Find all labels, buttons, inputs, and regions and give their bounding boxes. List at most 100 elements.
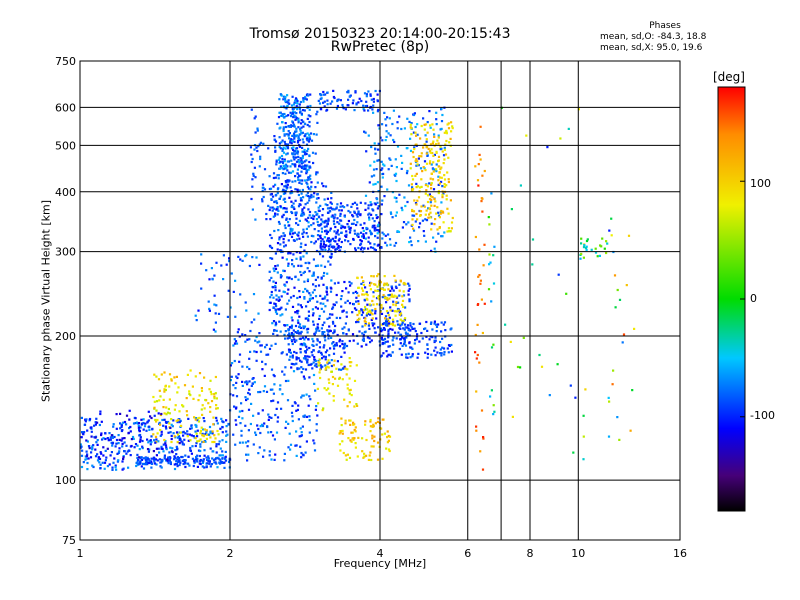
data-point [300,431,303,434]
data-point [298,203,301,206]
data-point [178,463,181,467]
data-point [389,211,392,214]
data-point [139,436,142,439]
data-point [364,131,367,134]
data-point [387,434,390,438]
data-point [295,362,298,365]
data-point [300,330,303,333]
data-point [269,296,272,299]
data-point [319,204,322,207]
data-point [356,221,359,224]
data-point [345,344,349,348]
data-point [375,214,378,217]
data-point [361,437,364,440]
data-point [376,93,379,96]
data-point [347,104,350,107]
data-point [283,158,286,161]
data-point [364,202,367,205]
data-point [314,360,317,363]
data-point [371,437,374,440]
data-point [475,357,478,360]
data-point [298,323,302,326]
data-point [328,381,331,384]
data-point [277,158,281,161]
data-point [303,153,307,156]
data-point [248,380,251,383]
data-point [258,165,261,168]
data-point [142,457,145,460]
data-point [273,269,276,273]
data-point [235,423,238,426]
data-point [143,425,147,428]
data-point [386,340,389,343]
data-point [323,336,326,339]
data-point [212,423,215,426]
data-point [376,201,379,204]
data-point [178,410,181,413]
data-point [320,366,323,369]
data-point [290,362,293,365]
data-point [215,419,218,422]
data-point [306,201,309,204]
data-point [330,359,333,362]
data-point [319,246,322,249]
data-point [288,218,291,221]
data-point [369,313,372,316]
data-point [172,419,175,422]
data-point [261,198,264,201]
data-point [439,340,442,344]
data-point [136,460,139,463]
data-point [371,322,374,325]
data-point [249,146,252,149]
data-point [375,216,378,220]
data-point [388,345,391,348]
data-point [403,318,406,321]
data-point [383,164,386,167]
data-point [522,336,525,339]
data-point [360,345,363,348]
data-point [428,193,431,196]
data-point [605,240,608,243]
data-point [163,418,166,421]
data-point [228,260,231,263]
data-point [433,340,436,344]
data-point [382,172,385,175]
data-point [224,455,227,458]
data-point [279,205,282,208]
data-point [295,339,298,342]
data-point [415,182,418,185]
data-point [321,220,324,223]
data-point [354,430,357,433]
data-point [135,421,139,424]
data-point [348,302,352,305]
data-point [320,97,323,100]
data-point [367,324,370,327]
data-point [418,340,421,343]
data-point [202,417,205,420]
data-point [310,193,313,196]
data-point [196,419,199,422]
data-point [307,114,310,117]
data-point [254,115,257,118]
data-point [449,199,452,202]
data-point [217,457,220,460]
data-point [176,391,179,394]
data-point [605,251,608,255]
data-point [98,457,102,461]
data-point [330,215,333,218]
data-point [300,264,303,268]
data-point [361,332,364,335]
data-point [411,218,414,221]
data-point [281,393,284,396]
data-point [288,336,291,339]
data-point [291,191,294,194]
data-point [247,440,250,443]
data-point [300,342,303,346]
data-point [316,414,319,417]
data-point [399,313,402,316]
data-point [424,240,427,243]
data-point [296,102,299,105]
data-point [382,352,385,355]
data-point [387,353,390,356]
data-point [213,303,216,306]
